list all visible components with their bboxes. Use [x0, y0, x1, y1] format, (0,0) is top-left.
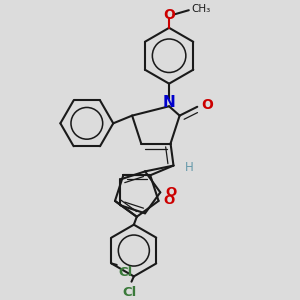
Text: Cl: Cl: [118, 266, 133, 279]
Text: O: O: [164, 194, 175, 207]
Text: O: O: [163, 8, 175, 22]
Text: O: O: [166, 186, 177, 199]
Text: Cl: Cl: [122, 286, 136, 299]
Text: H: H: [185, 161, 194, 174]
Text: N: N: [163, 95, 176, 110]
Text: CH₃: CH₃: [192, 4, 211, 14]
Text: O: O: [201, 98, 213, 112]
